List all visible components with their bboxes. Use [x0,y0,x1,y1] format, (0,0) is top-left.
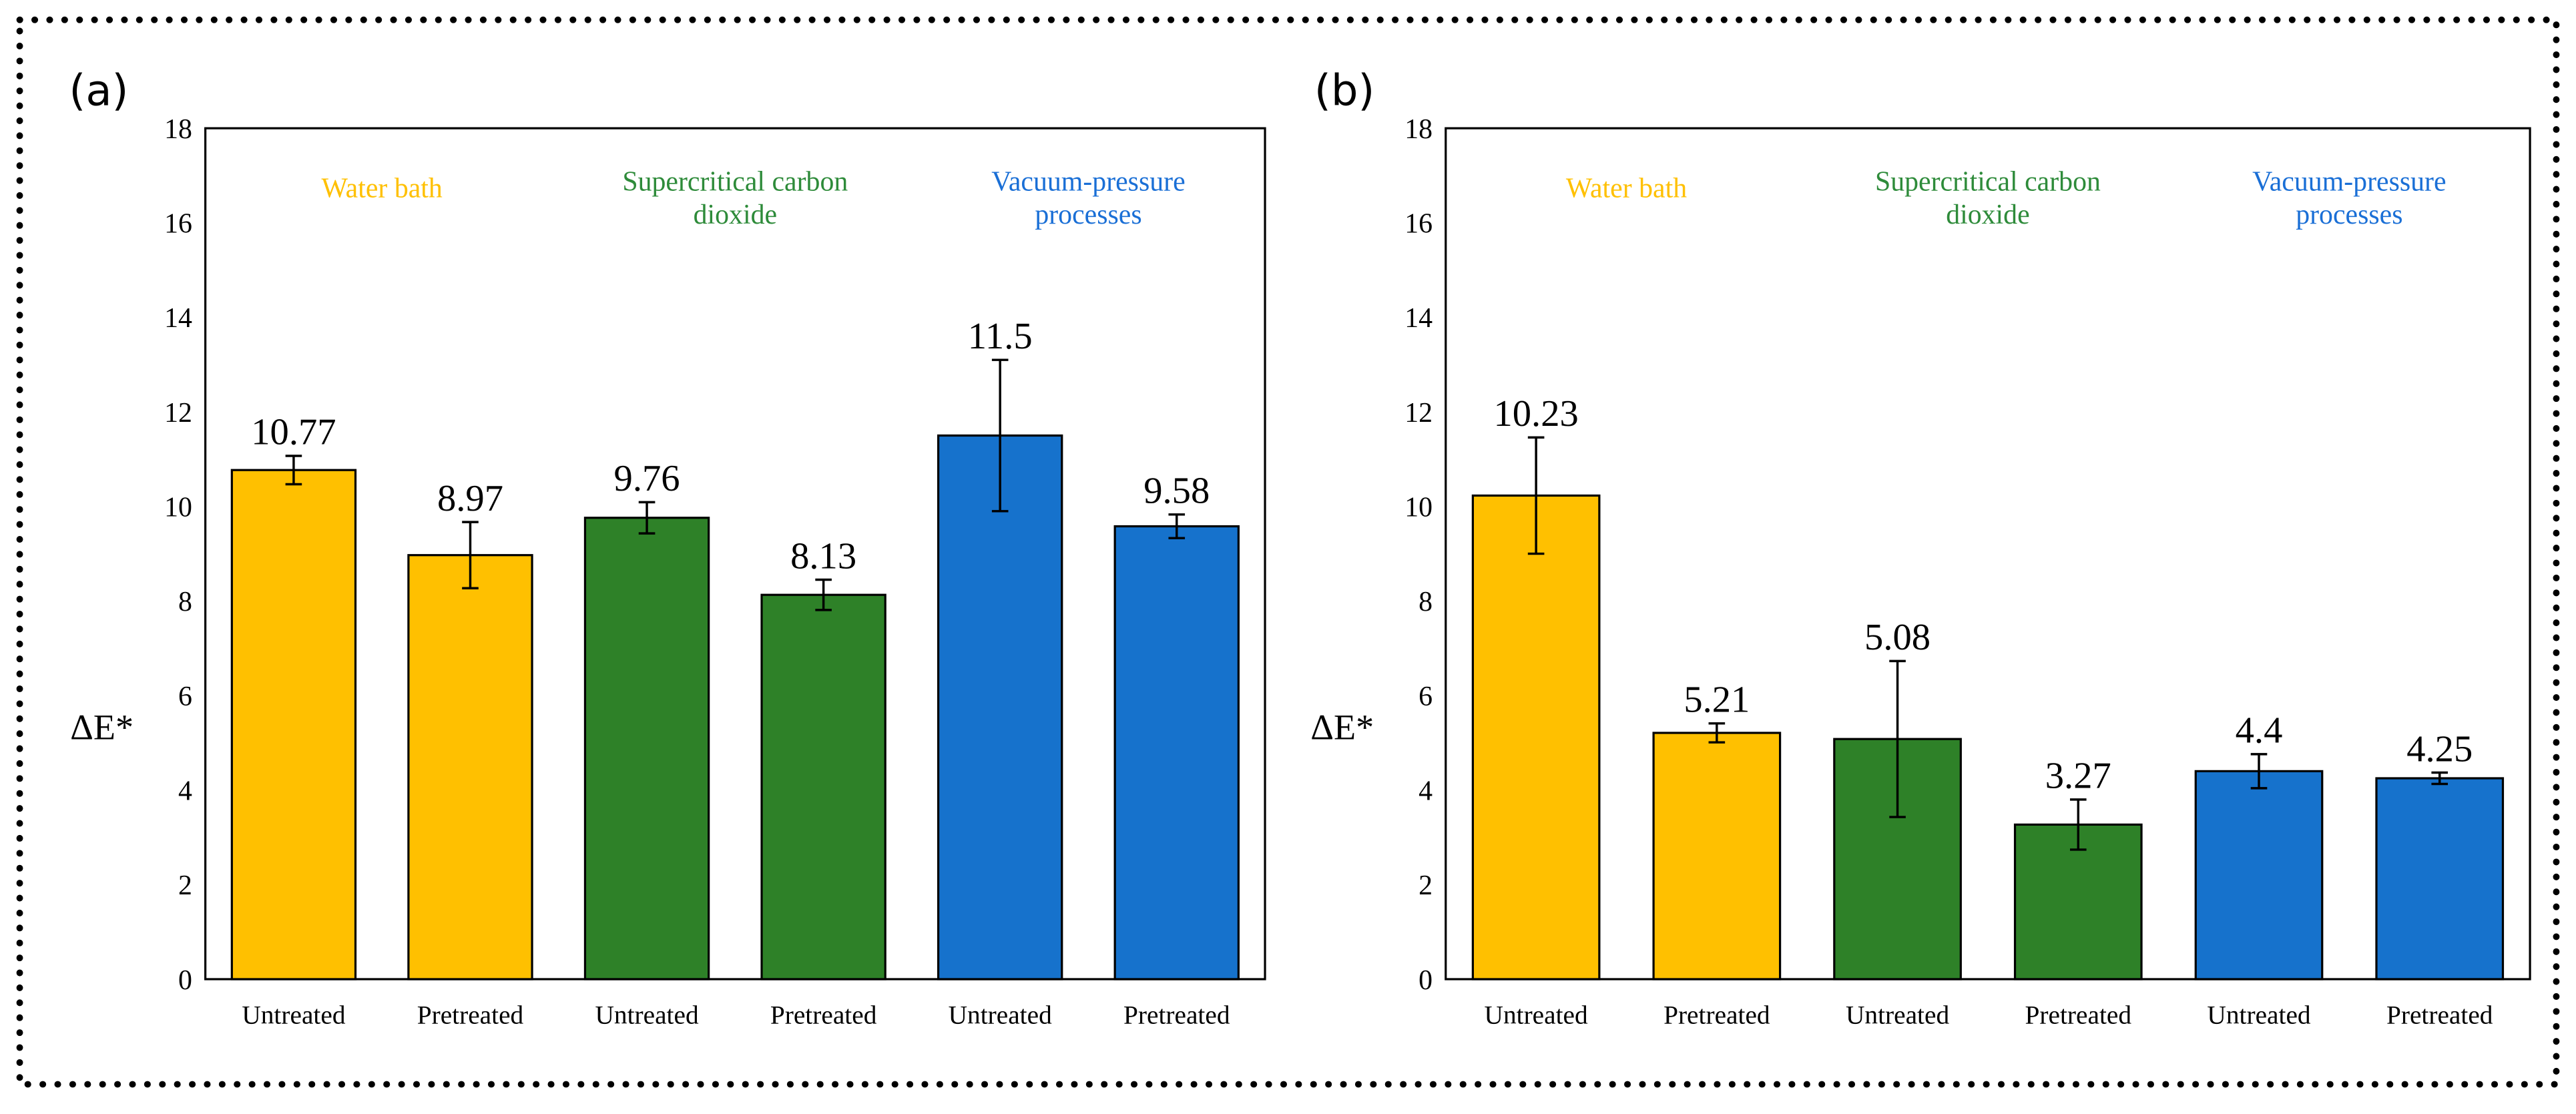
bar [937,434,1063,981]
y-axis-label: ΔE* [70,708,134,748]
bar [1652,732,1782,981]
data-label: 9.58 [1143,471,1210,512]
group-label: Supercritical carbon [622,167,848,198]
bar [583,517,710,981]
y-tick-label: 10 [164,493,192,523]
x-tick-label: Untreated [595,1000,698,1029]
data-label: 3.27 [2045,756,2111,797]
y-tick-label: 12 [1404,398,1433,429]
group-label: Water bath [322,174,443,204]
group-label: Vacuum-pressure [991,167,1185,198]
data-label: 4.4 [2236,710,2283,752]
group-label: dioxide [1946,200,2029,230]
x-tick-label: Pretreated [1663,1000,1770,1029]
y-tick-label: 16 [1404,209,1433,240]
y-tick-label: 16 [164,209,192,240]
y-tick-label: 18 [1404,114,1433,145]
x-tick-label: Untreated [242,1000,345,1029]
y-tick-label: 4 [178,776,192,806]
panel-label: (a) [69,67,128,116]
y-tick-label: 2 [178,870,192,901]
bar [1833,738,1962,981]
data-label: 5.08 [1864,617,1930,658]
data-label: 4.25 [2406,728,2473,770]
panel-label: (b) [1314,67,1375,116]
y-tick-label: 6 [1419,681,1433,712]
y-tick-label: 8 [1419,587,1433,617]
bar [2375,777,2505,981]
bar [1471,494,1601,981]
panel-a: (a) ΔE* 0 2 4 6 8 10 12 14 16 18 10.77 Untreated 8.97 P… [69,67,1266,1029]
group-label: dioxide [694,200,777,230]
y-tick-label: 10 [1404,493,1433,523]
data-label: 10.23 [1493,393,1578,435]
bar [407,554,533,981]
y-tick-label: 14 [1404,303,1433,334]
x-tick-label: Pretreated [417,1000,524,1029]
x-tick-label: Pretreated [2386,1000,2493,1029]
group-label: processes [2296,200,2402,230]
data-label: 8.13 [790,535,856,577]
bar [760,593,886,981]
group-label: Water bath [1566,174,1687,204]
bar [230,469,357,981]
y-tick-label: 0 [1419,965,1433,996]
bar [1113,525,1240,981]
group-label: processes [1035,200,1141,230]
group-label: Vacuum-pressure [2252,167,2446,198]
bar [2194,770,2324,981]
x-tick-label: Untreated [949,1000,1052,1029]
panel-b: (b) ΔE* 0 2 4 6 8 10 12 14 16 18 10.23 Untreated 5.21 P… [1310,67,2531,1029]
y-tick-label: 6 [178,681,192,712]
x-tick-label: Pretreated [1123,1000,1230,1029]
x-tick-label: Untreated [1846,1000,1949,1029]
y-tick-label: 8 [178,587,192,617]
y-axis-label: ΔE* [1310,708,1374,748]
plot-frame [204,127,1266,981]
y-tick-label: 0 [178,965,192,996]
dotted-frame [16,16,2560,1088]
x-tick-label: Pretreated [2025,1000,2132,1029]
x-tick-label: Untreated [1485,1000,1588,1029]
plot-frame [1445,127,2531,981]
data-label: 11.5 [968,316,1033,357]
data-label: 8.97 [437,478,503,519]
data-label: 5.21 [1684,679,1750,721]
x-tick-label: Untreated [2207,1000,2310,1029]
y-tick-label: 12 [164,398,192,429]
y-tick-label: 14 [164,303,192,334]
data-label: 9.76 [614,458,680,499]
y-tick-label: 4 [1419,776,1433,806]
group-label: Supercritical carbon [1875,167,2101,198]
data-label: 10.77 [251,412,336,453]
x-tick-label: Pretreated [770,1000,877,1029]
y-tick-label: 18 [164,114,192,145]
y-tick-label: 2 [1419,870,1433,901]
